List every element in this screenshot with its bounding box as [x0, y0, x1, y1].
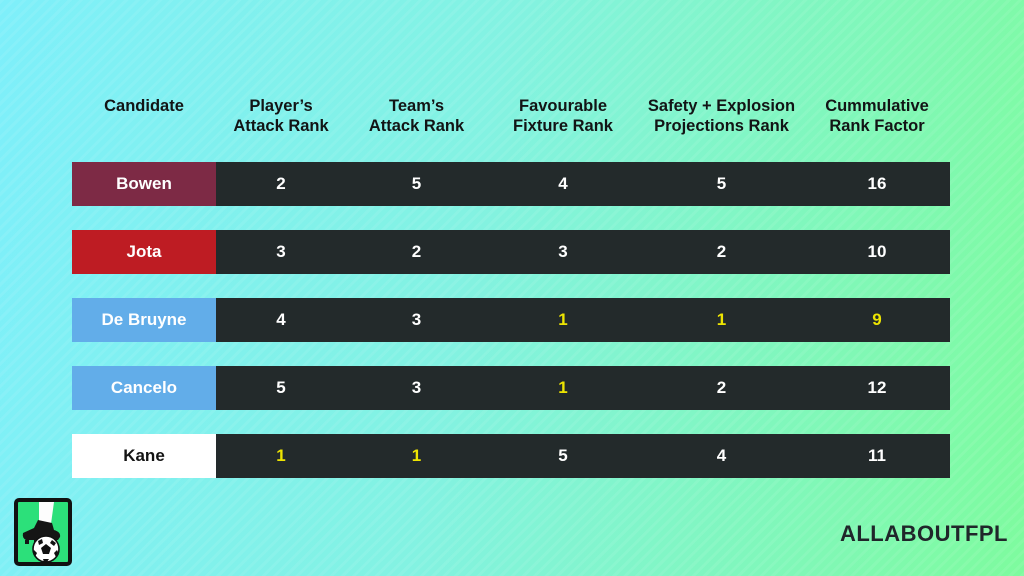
rank-cell: 10: [867, 242, 887, 261]
boot-shape: [22, 520, 61, 540]
header-favourable-fixture-rank: Favourable Fixture Rank: [487, 96, 639, 138]
rank-bar: 2 5 4 5 16: [216, 162, 950, 206]
rank-cell: 3: [558, 242, 568, 261]
table-header: Candidate Player’s Attack Rank Team’s At…: [72, 96, 950, 138]
header-cummulative-rank-factor: Cummulative Rank Factor: [804, 96, 950, 138]
candidate-label: Bowen: [72, 162, 216, 206]
header-line: Candidate: [104, 97, 184, 115]
rank-bar: 3 2 3 2 10: [216, 230, 950, 274]
football-boot-logo-icon: [14, 498, 72, 566]
rank-cell: 4: [716, 446, 727, 465]
rank-cell: 3: [411, 310, 422, 329]
rank-table: Candidate Player’s Attack Rank Team’s At…: [72, 96, 950, 502]
rank-cell: 4: [276, 310, 286, 329]
allaboutfpl-wordmark: ALLABOUTFPL: [839, 521, 1008, 546]
candidate-label: De Bruyne: [72, 298, 216, 342]
rank-cell: 9: [872, 310, 882, 329]
football-shape: [32, 535, 60, 563]
rank-cell: 1: [411, 446, 422, 465]
rank-cell: 2: [716, 242, 727, 261]
rank-cell: 11: [868, 446, 886, 465]
header-line: Safety + Explosion: [647, 97, 796, 115]
rank-cell: 5: [716, 174, 727, 193]
header-line: Team’s: [388, 97, 445, 115]
rank-cell: 3: [411, 378, 422, 397]
rank-cell: 1: [276, 446, 286, 465]
rank-cell: 5: [411, 174, 422, 193]
header-teams-attack-rank: Team’s Attack Rank: [346, 96, 487, 138]
table-row: Cancelo 5 3 1 2 12: [72, 366, 950, 410]
leg-shape: [39, 502, 54, 524]
header-players-attack-rank: Player’s Attack Rank: [216, 96, 346, 138]
header-line: Rank Factor: [829, 117, 925, 135]
candidate-label: Kane: [72, 434, 216, 478]
table-row: De Bruyne 4 3 1 1 9: [72, 298, 950, 342]
rank-cell: 5: [558, 446, 568, 465]
header-line: Attack Rank: [368, 117, 465, 135]
rank-cell: 5: [276, 378, 286, 397]
header-line: Cummulative: [825, 97, 929, 115]
header-line: Attack Rank: [233, 117, 329, 135]
rank-bar: 1 1 5 4 11: [216, 434, 950, 478]
header-line: Fixture Rank: [513, 117, 613, 135]
rank-cell: 2: [276, 174, 286, 193]
rank-cell: 2: [716, 378, 727, 397]
header-line: Player’s: [249, 97, 313, 115]
header-line: Projections Rank: [654, 117, 789, 135]
rank-cell: 1: [716, 310, 727, 329]
candidate-label: Jota: [72, 230, 216, 274]
rank-cell: 1: [558, 378, 568, 397]
rank-cell: 4: [558, 174, 568, 193]
rank-bar: 5 3 1 2 12: [216, 366, 950, 410]
header-safety-explosion-rank: Safety + Explosion Projections Rank: [639, 96, 804, 138]
table-row: Jota 3 2 3 2 10: [72, 230, 950, 274]
header-line: Favourable: [518, 97, 608, 115]
candidate-label: Cancelo: [72, 366, 216, 410]
header-candidate: Candidate: [72, 96, 216, 138]
rank-cell: 3: [276, 242, 286, 261]
rank-cell: 16: [867, 174, 887, 193]
rank-cell: 2: [411, 242, 422, 261]
rank-cell: 12: [867, 378, 887, 397]
rank-bar: 4 3 1 1 9: [216, 298, 950, 342]
table-row: Bowen 2 5 4 5 16: [72, 162, 950, 206]
table-row: Kane 1 1 5 4 11: [72, 434, 950, 478]
rank-cell: 1: [558, 310, 568, 329]
